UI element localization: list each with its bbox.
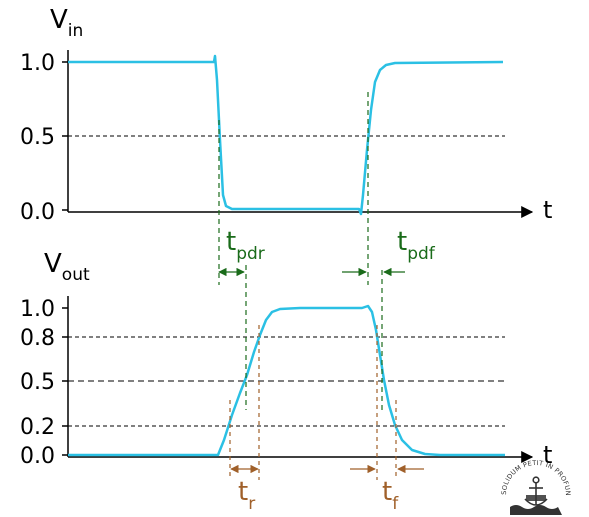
vin-tick-label-1-0: 1.0 [20,51,55,76]
seal-logo: SOLIDUM PETIT IN PROFUNDIS [500,459,572,515]
vout-tick-label-1-0: 1.0 [20,297,55,322]
vin-plot: 1.0 0.5 0.0 Vin t [20,5,552,225]
vout-tick-label-0-0: 0.0 [20,444,55,469]
vin-y-label: Vin [50,5,83,41]
vin-x-label: t [543,196,552,224]
vin-tick-label-0-0: 0.0 [20,200,55,225]
vout-signal [68,304,505,457]
tr-label: tr [238,477,255,514]
tf-label: tf [382,477,399,514]
vin-signal [68,54,504,216]
vout-tick-label-0-5: 0.5 [20,370,55,395]
propagation-markers [218,92,405,410]
vout-tick-label-0-8: 0.8 [20,326,55,351]
vout-y-label: Vout [44,249,90,285]
vout-x-label: t [543,441,552,469]
vout-plot: 1.0 0.8 0.5 0.2 0.0 Vout t [20,249,552,469]
vout-tick-label-0-2: 0.2 [20,415,55,440]
transition-markers [229,325,424,480]
vin-tick-label-0-5: 0.5 [20,125,55,150]
tpdr-label: tpdr [226,227,265,264]
tpdf-label: tpdf [397,227,436,264]
